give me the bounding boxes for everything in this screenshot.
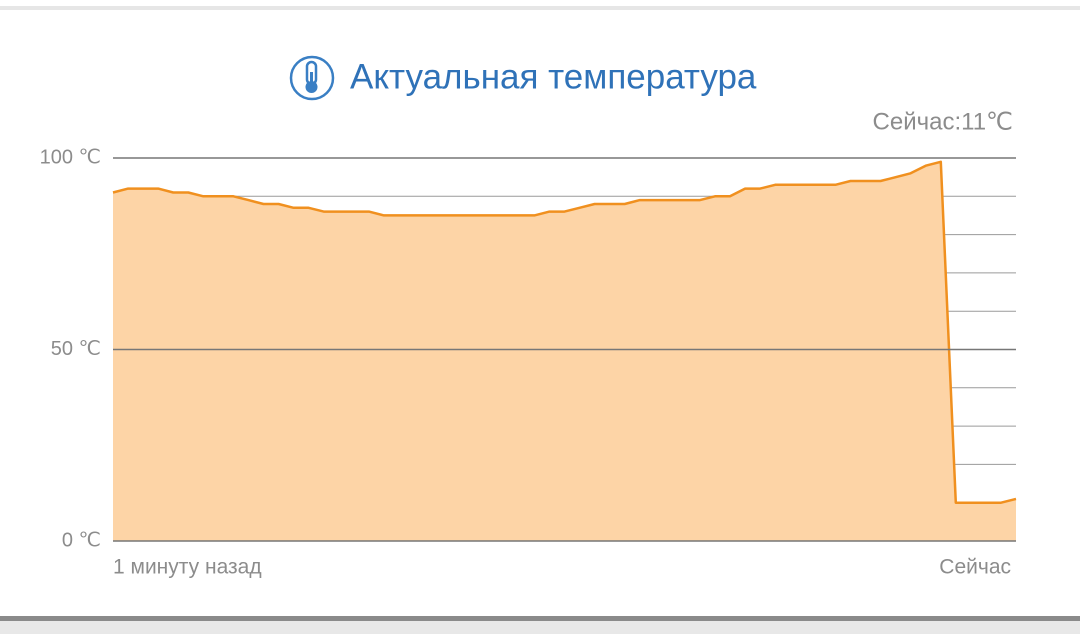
chart-title: Актуальная температура bbox=[350, 57, 757, 96]
area-fill bbox=[113, 161, 1016, 542]
top-border bbox=[0, 6, 1080, 10]
x-tick-label: Сейчас bbox=[939, 556, 1011, 579]
y-tick-label: 0 ℃ bbox=[62, 529, 101, 551]
x-tick-label: 1 минуту назад bbox=[113, 556, 262, 579]
y-tick-label: 50 ℃ bbox=[51, 338, 101, 360]
bottom-border bbox=[0, 616, 1080, 621]
current-value: Сейчас:11℃ bbox=[873, 108, 1013, 135]
area-line bbox=[112, 160, 1017, 504]
thermometer-icon bbox=[289, 55, 335, 101]
y-tick-label: 100 ℃ bbox=[40, 146, 101, 168]
plot: 0 ℃ 50 ℃ 100 ℃ 1 минуту назад Сейчас bbox=[40, 146, 1017, 579]
